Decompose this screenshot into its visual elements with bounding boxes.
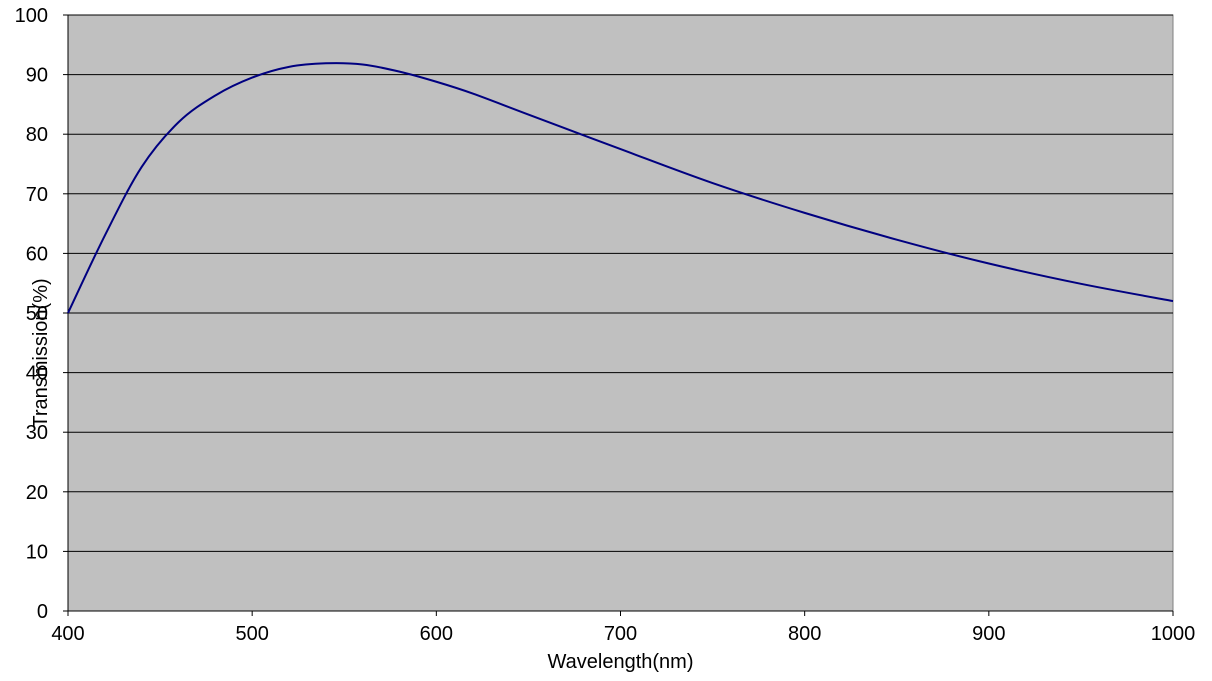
x-tick-label-400: 400 <box>51 623 84 645</box>
y-axis-title: Transmission(%) <box>30 278 52 427</box>
tick-labels: 0 10 20 30 40 50 60 70 80 90 100 400 500 600 700 800 900… <box>15 5 1196 645</box>
y-tick-label-100: 100 <box>15 5 48 27</box>
y-tick-label-70: 70 <box>26 184 48 206</box>
gridlines <box>68 14 1173 552</box>
y-tick-label-50: 50 <box>26 303 48 325</box>
x-tick-label-500: 500 <box>235 623 268 645</box>
x-tick-label-900: 900 <box>972 623 1005 645</box>
series-line-0 <box>67 62 1174 314</box>
series-layer <box>67 62 1174 314</box>
y-tick-label-0: 0 <box>37 601 48 623</box>
x-axis-title: Wavelength(nm) <box>548 651 694 673</box>
y-tick-label-10: 10 <box>26 541 48 563</box>
x-tick-label-1000: 1000 <box>1151 623 1196 645</box>
y-tick-label-90: 90 <box>26 65 48 87</box>
y-tick-label-80: 80 <box>26 124 48 146</box>
y-tick-label-60: 60 <box>26 243 48 265</box>
y-tick-label-20: 20 <box>26 482 48 504</box>
x-tick-label-700: 700 <box>604 623 637 645</box>
x-tick-label-800: 800 <box>788 623 821 645</box>
x-tick-label-600: 600 <box>420 623 453 645</box>
y-tick-label-40: 40 <box>26 363 48 385</box>
y-tick-label-30: 30 <box>26 422 48 444</box>
